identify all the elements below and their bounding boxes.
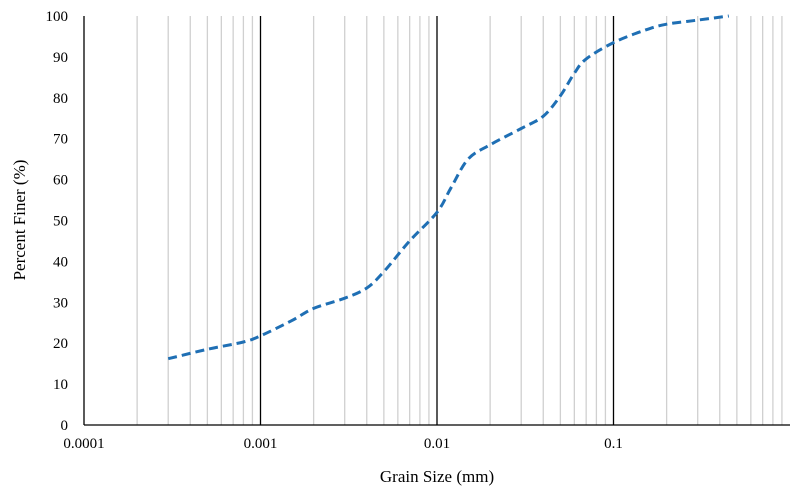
x-tick-label: 0.01: [424, 436, 450, 452]
series-line: [167, 14, 730, 361]
axes: [83, 16, 790, 426]
y-axis-title: Percent Finer (%): [10, 160, 29, 281]
x-tick-label: 0.1: [604, 436, 623, 452]
y-tick-label: 100: [46, 9, 69, 25]
y-tick-label: 80: [53, 91, 68, 107]
grid-lines: [136, 16, 783, 425]
y-tick-label: 90: [53, 50, 68, 66]
tick-labels: 0 10 20 30 40 50 60 70 80 90 100 0.0001 0.001 0.01 0.1: [46, 9, 623, 452]
y-tick-label: 10: [53, 377, 68, 393]
x-tick-label: 0.0001: [63, 436, 104, 452]
x-axis-title: Grain Size (mm): [380, 467, 494, 486]
series-layer: [167, 14, 730, 361]
y-tick-label: 30: [53, 295, 68, 311]
x-tick-label: 0.001: [244, 436, 278, 452]
y-tick-label: 0: [61, 418, 69, 434]
y-tick-label: 40: [53, 254, 68, 270]
y-tick-label: 50: [53, 214, 68, 230]
y-tick-label: 20: [53, 336, 68, 352]
y-tick-label: 60: [53, 173, 68, 189]
y-tick-label: 70: [53, 132, 68, 148]
